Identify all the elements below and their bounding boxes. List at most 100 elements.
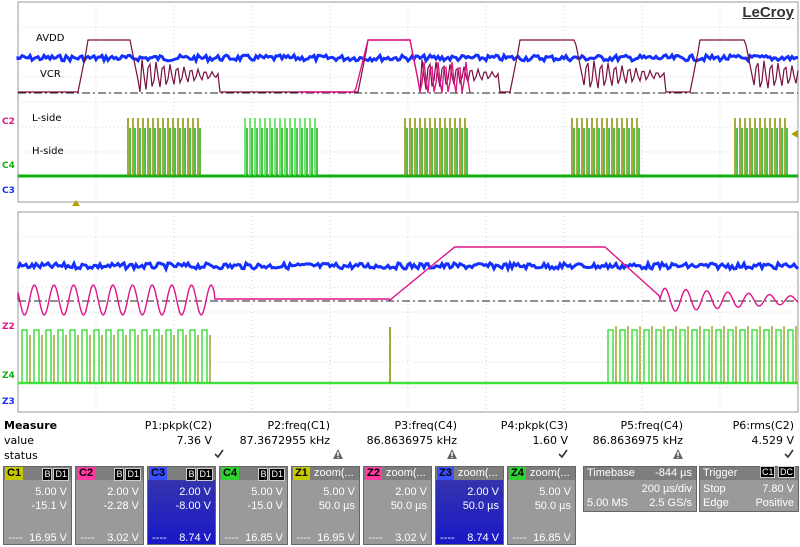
param-name-p2[interactable]: P2:freq(C1) [267,419,330,432]
trace-label-lside: L-side [32,113,62,124]
trigger-level-marker-icon [791,130,798,138]
zoom-c4-pulse [787,329,794,384]
channel-tile-z1[interactable]: Z1 zoom(... 5.00 V 50.0 µs ---- 16.95 V [291,466,360,545]
zoom-c3-trace [16,259,799,273]
trace-label-vcr: VCR [40,69,61,80]
channel-tile-z4[interactable]: Z4 zoom(... 5.00 V 50.0 µs ---- 16.85 V [507,466,576,545]
timebase-per-div: 200 µs/div [641,483,692,495]
trace-label-avdd: AVDD [36,33,65,44]
param-name-p1[interactable]: P1:pkpk(C2) [144,419,212,432]
channel-tag-c4[interactable]: C4 [2,161,15,171]
tile-dash: ---- [152,532,167,544]
vcr-highlight-trace [300,39,471,94]
channel-tag-c2[interactable]: C2 [2,117,15,127]
zoom-c4-pulse [619,329,626,384]
waveform-display[interactable]: LeCroy AVDD VCR L-side H-side C2 C4 C3 Z… [0,0,800,417]
timebase-samples: 5.00 MS [587,497,628,509]
param-name-p5[interactable]: P5:freq(C4) [620,419,683,432]
zoom-c4-pulse [117,329,124,384]
zoom-c4-pulse [177,329,184,384]
tile-name: C2 [77,467,96,480]
channel-tile-c2[interactable]: C2 B D1 2.00 V -2.28 V ---- 3.02 V [75,466,144,545]
status-warning-icon [673,449,683,462]
channel-tiles: C1 B D1 5.00 V -15.1 V ---- 16.95 V C2 B D1 2.00 V… [0,466,800,547]
zoom-c4-pulse [715,329,722,384]
trigger-source-badge: C1 DC [759,466,795,478]
zoom-c4-pulse [643,329,650,384]
status-check-icon [214,449,224,462]
channel-tag-z4[interactable]: Z4 [2,371,15,381]
zoom-c4-pulse [655,329,662,384]
tile-level: 3.02 V [107,532,139,544]
tile-head: zoom(... [386,467,426,479]
row-label-value: value [4,434,35,447]
trigger-label: Trigger [703,467,738,479]
tile-name: C3 [149,467,168,480]
param-value-p1: 7.36 V [176,434,212,447]
zoom-c4-pulse [165,329,172,384]
tile-badges: B D1 [186,468,213,481]
trigger-panel[interactable]: Trigger C1 DC Stop 7.80 V Edge Positive [699,466,799,512]
measure-table: Measure P1:pkpk(C2) P2:freq(C1) P3:freq(… [0,417,800,463]
timebase-label: Timebase [587,467,635,479]
zoom-c4-pulse [763,329,770,384]
tile-offset: -8.00 V [175,500,211,512]
param-value-p3: 86.8636975 kHz [366,434,457,447]
zoom-c4-pulse [739,329,746,384]
zoom-c4-pulse [703,329,710,384]
channel-tile-z2[interactable]: Z2 zoom(... 2.00 V 50.0 µs ---- 3.02 V [363,466,432,545]
status-check-icon [558,449,568,462]
zoom-c4-pulse [153,329,160,384]
zoom-c4-pulse [727,329,734,384]
tile-level: 16.85 V [533,532,571,544]
param-value-p2: 87.3672955 kHz [239,434,330,447]
zoom-c2-trace [17,246,799,316]
tile-head: zoom(... [458,467,498,479]
tile-badges: B D1 [42,468,69,481]
tile-offset: 50.0 µs [534,500,571,512]
param-name-p3[interactable]: P3:freq(C4) [394,419,457,432]
timebase-rate: 2.5 GS/s [649,497,692,509]
tile-dash: ---- [440,532,455,544]
tile-name: C1 [5,467,24,480]
channel-tag-z2[interactable]: Z2 [2,322,15,332]
param-value-p5: 86.8636975 kHz [592,434,683,447]
channel-tile-c1[interactable]: C1 B D1 5.00 V -15.1 V ---- 16.95 V [3,466,72,545]
zoom-c4-pulse [129,329,136,384]
tile-scale: 2.00 V [467,486,499,498]
brand-logo: LeCroy [742,4,794,21]
channel-tile-c3[interactable]: C3 B D1 2.00 V -8.00 V ---- 8.74 V [147,466,216,545]
trigger-mode: Stop [703,483,726,495]
zoom-c4-pulse [45,329,52,384]
tile-offset: -2.28 V [103,500,139,512]
zoom-c4-pulse [105,329,112,384]
tile-offset: 50.0 µs [462,500,499,512]
channel-tile-z3[interactable]: Z3 zoom(... 2.00 V 50.0 µs ---- 8.74 V [435,466,504,545]
zoom-c4-pulse [189,329,196,384]
param-name-p6[interactable]: P6:rms(C2) [732,419,794,432]
tile-name: Z2 [365,467,382,480]
channel-tile-c4[interactable]: C4 B D1 5.00 V -15.0 V ---- 16.85 V [219,466,288,545]
zoom-c4-pulse [631,329,638,384]
tile-scale: 5.00 V [323,486,355,498]
tile-level: 16.95 V [29,532,67,544]
channel-tag-z3[interactable]: Z3 [2,397,15,407]
tile-scale: 2.00 V [107,486,139,498]
trigger-slope: Positive [755,497,794,509]
tile-offset: 50.0 µs [318,500,355,512]
zoom-c4-pulse [667,329,674,384]
status-warning-icon [447,449,457,462]
tile-dash: ---- [224,532,239,544]
channel-tag-c3[interactable]: C3 [2,186,15,196]
tile-scale: 2.00 V [395,486,427,498]
param-name-p4[interactable]: P4:pkpk(C3) [500,419,568,432]
timebase-delay: -844 µs [655,467,692,479]
tile-badges: B D1 [258,468,285,481]
zoom-c4-pulse [141,329,148,384]
tile-name: Z4 [509,467,526,480]
zoom-c4-pulse [751,329,758,384]
timebase-panel[interactable]: Timebase -844 µs 200 µs/div 5.00 MS 2.5 … [583,466,697,512]
tile-dash: ---- [368,532,383,544]
zoom-c4-pulse [607,329,614,384]
zoom-c4-pulse [81,329,88,384]
